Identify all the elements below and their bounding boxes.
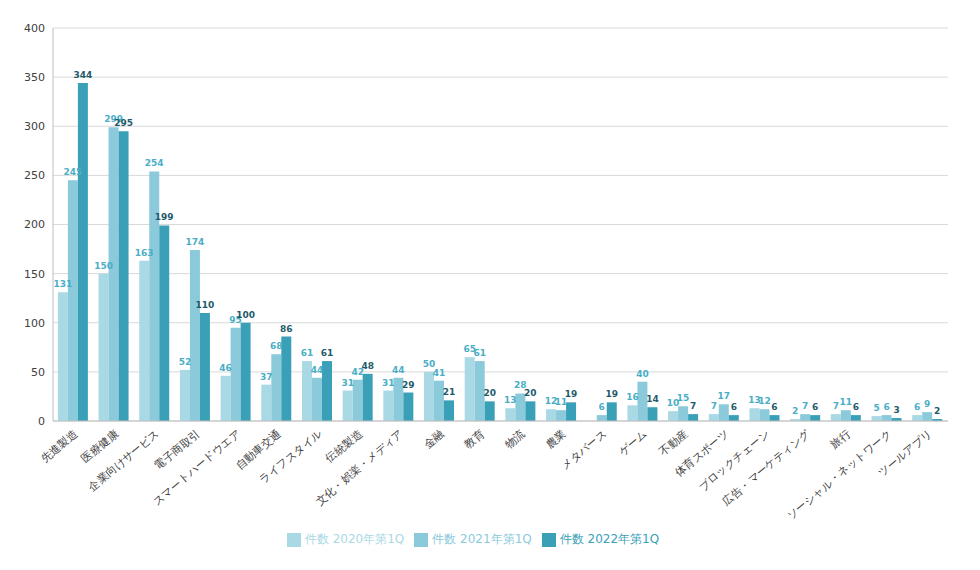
svg-text:250: 250 (24, 169, 45, 182)
svg-text:不動産: 不動産 (657, 427, 691, 458)
svg-text:61: 61 (321, 348, 334, 358)
svg-text:44: 44 (392, 365, 405, 375)
svg-text:344: 344 (73, 70, 92, 80)
svg-text:29: 29 (402, 380, 415, 390)
svg-text:15: 15 (677, 393, 690, 403)
svg-text:52: 52 (179, 357, 192, 367)
svg-text:13: 13 (504, 395, 517, 405)
svg-text:金融: 金融 (421, 427, 446, 451)
svg-text:61: 61 (473, 348, 486, 358)
svg-text:31: 31 (382, 378, 395, 388)
svg-text:42: 42 (351, 366, 364, 377)
svg-text:旅行: 旅行 (828, 427, 853, 451)
svg-text:19: 19 (605, 389, 618, 399)
svg-text:9: 9 (924, 399, 930, 409)
svg-text:400: 400 (24, 22, 45, 35)
svg-text:ツールアプリ: ツールアプリ (876, 427, 935, 479)
svg-text:0: 0 (38, 415, 45, 428)
svg-text:6: 6 (599, 402, 605, 412)
html-text:件数 2021年第1Q: 件数 2021年第1Q (432, 532, 532, 546)
svg-text:174: 174 (186, 237, 205, 247)
svg-text:300: 300 (24, 120, 45, 133)
svg-text:11: 11 (840, 397, 853, 407)
svg-text:電子商取引: 電子商取引 (151, 427, 203, 473)
svg-text:伝統製造: 伝統製造 (323, 427, 366, 466)
svg-text:110: 110 (196, 300, 215, 310)
svg-text:200: 200 (24, 218, 45, 231)
svg-text:40: 40 (636, 369, 649, 379)
svg-text:ブロックチェーン: ブロックチェーン (696, 427, 772, 494)
svg-text:48: 48 (361, 361, 374, 371)
svg-text:2: 2 (934, 406, 940, 416)
svg-text:19: 19 (565, 389, 578, 399)
svg-text:65: 65 (463, 344, 476, 355)
svg-text:199: 199 (155, 212, 174, 222)
svg-text:20: 20 (524, 388, 537, 398)
svg-text:28: 28 (514, 380, 527, 391)
svg-text:20: 20 (483, 388, 496, 398)
html-text:件数 2020年第1Q: 件数 2020年第1Q (304, 532, 405, 546)
svg-text:2: 2 (792, 406, 798, 416)
svg-text:6: 6 (883, 402, 889, 412)
svg-text:5: 5 (873, 403, 879, 413)
svg-text:企業向けサービス: 企業向けサービス (86, 427, 162, 494)
svg-text:17: 17 (718, 391, 731, 401)
svg-text:6: 6 (914, 402, 920, 412)
svg-text:86: 86 (280, 324, 293, 334)
svg-text:自動車交通: 自動車交通 (233, 427, 284, 473)
svg-text:254: 254 (145, 158, 164, 168)
svg-text:体育スポーツ: 体育スポーツ (672, 427, 732, 480)
svg-text:100: 100 (236, 310, 255, 320)
svg-text:50: 50 (31, 366, 45, 379)
svg-text:44: 44 (311, 365, 324, 375)
svg-text:7: 7 (802, 401, 808, 411)
svg-text:スマートハードウエア: スマートハードウエア (150, 427, 243, 508)
svg-text:163: 163 (135, 248, 154, 258)
svg-text:10: 10 (666, 398, 680, 409)
svg-text:先進製造: 先進製造 (38, 427, 80, 465)
svg-text:物流: 物流 (503, 427, 528, 451)
svg-text:6: 6 (771, 402, 777, 412)
svg-text:100: 100 (24, 317, 45, 330)
svg-text:7: 7 (711, 401, 717, 411)
svg-text:37: 37 (260, 372, 273, 382)
svg-text:6: 6 (853, 402, 859, 412)
html-text:件数 2022年第1Q: 件数 2022年第1Q (559, 532, 660, 546)
svg-text:150: 150 (94, 261, 113, 271)
svg-text:11: 11 (554, 397, 568, 408)
svg-text:6: 6 (812, 402, 818, 412)
svg-text:12: 12 (758, 396, 771, 406)
svg-text:350: 350 (24, 71, 45, 84)
svg-text:医療健康: 医療健康 (78, 427, 121, 466)
svg-text:61: 61 (301, 348, 314, 358)
svg-text:41: 41 (433, 368, 446, 378)
svg-text:農業: 農業 (543, 427, 568, 451)
svg-text:150: 150 (24, 268, 45, 281)
svg-text:12: 12 (544, 396, 558, 407)
svg-text:245: 245 (63, 167, 82, 177)
svg-text:21: 21 (443, 387, 456, 397)
svg-text:6: 6 (731, 402, 737, 412)
svg-text:131: 131 (53, 279, 72, 289)
svg-text:16: 16 (626, 392, 639, 402)
svg-text:295: 295 (114, 118, 133, 128)
svg-text:教育: 教育 (462, 427, 487, 451)
svg-text:ライフスタイル: ライフスタイル (257, 427, 324, 486)
svg-text:ゲーム: ゲーム (616, 427, 650, 458)
svg-text:68: 68 (270, 341, 283, 351)
svg-text:7: 7 (690, 401, 696, 411)
svg-text:31: 31 (341, 378, 354, 388)
svg-text:14: 14 (646, 394, 659, 404)
svg-text:ソーシャル・ネットワーク: ソーシャル・ネットワーク (784, 427, 893, 522)
svg-text:3: 3 (893, 405, 899, 415)
svg-text:46: 46 (219, 363, 232, 373)
svg-text:広告・マーケティング: 広告・マーケティング (720, 427, 813, 508)
svg-text:7: 7 (833, 401, 839, 411)
svg-text:50: 50 (422, 358, 436, 369)
svg-text:メタバース: メタバース (559, 427, 609, 472)
svg-text:文化・娯楽・メディア: 文化・娯楽・メディア (313, 427, 406, 508)
svg-text:13: 13 (748, 395, 761, 406)
